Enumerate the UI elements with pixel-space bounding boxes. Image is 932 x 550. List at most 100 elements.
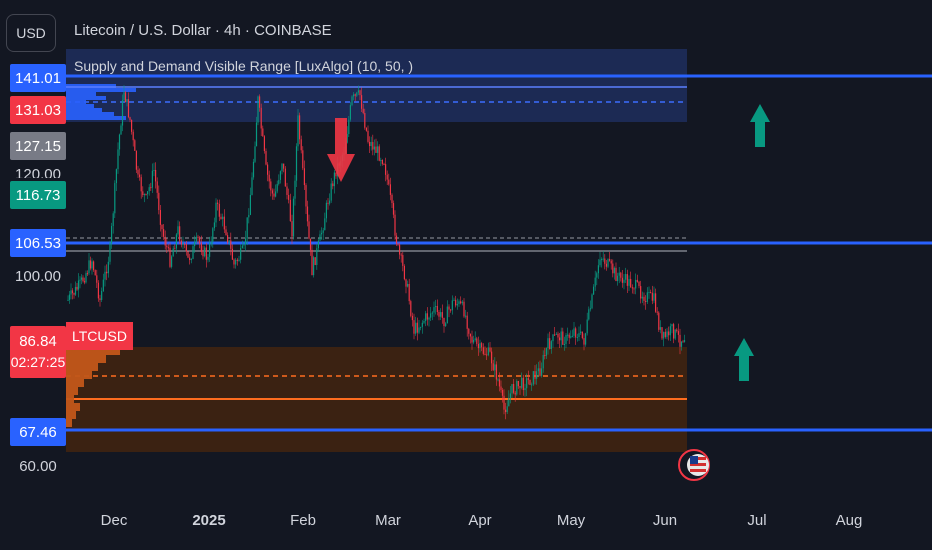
candle-body bbox=[77, 280, 80, 290]
candle-body bbox=[359, 90, 361, 96]
candle-body bbox=[623, 279, 625, 283]
candle-body bbox=[96, 275, 98, 283]
candle-body bbox=[509, 393, 511, 399]
candle-body bbox=[306, 206, 309, 222]
candle-body bbox=[80, 277, 83, 280]
candle-body bbox=[400, 254, 402, 256]
candle-body bbox=[241, 245, 243, 249]
candle-body bbox=[101, 290, 103, 300]
candle-body bbox=[111, 226, 113, 244]
candle-body bbox=[630, 278, 632, 288]
candle-body bbox=[346, 134, 348, 143]
candle-body bbox=[147, 191, 149, 195]
candle-body bbox=[329, 200, 331, 204]
candle-body bbox=[578, 333, 580, 338]
candle-body bbox=[324, 218, 326, 231]
candle-body bbox=[367, 130, 369, 142]
price-tag-141[interactable]: 141.01 bbox=[10, 64, 66, 92]
candle-body bbox=[167, 247, 169, 249]
candle-body bbox=[255, 122, 258, 147]
candle-body bbox=[91, 261, 93, 269]
price-axis-label: 60.00 bbox=[19, 458, 57, 475]
candle-body bbox=[468, 328, 470, 334]
candle-body bbox=[635, 279, 637, 289]
candle-body bbox=[180, 240, 182, 245]
candle-body bbox=[243, 244, 245, 246]
candle-body bbox=[433, 307, 435, 313]
candle-body bbox=[408, 283, 410, 302]
candle-body bbox=[542, 355, 544, 369]
price-tag-131[interactable]: 131.03 bbox=[10, 96, 66, 124]
candle-body bbox=[534, 371, 536, 379]
candle-body bbox=[421, 322, 423, 327]
candle-body bbox=[88, 260, 90, 274]
price-tag-106[interactable]: 106.53 bbox=[10, 229, 66, 257]
candle-body bbox=[283, 163, 285, 169]
candle-body bbox=[235, 259, 237, 265]
candle-body bbox=[126, 99, 128, 103]
candle-body bbox=[549, 338, 551, 350]
current-price-tag[interactable]: 86.84 02:27:25 bbox=[10, 326, 66, 378]
candle-body bbox=[252, 161, 255, 178]
candle-body bbox=[620, 272, 622, 278]
candle-body bbox=[150, 187, 152, 189]
candle-body bbox=[302, 150, 304, 169]
candle-body bbox=[405, 279, 407, 287]
candle-body bbox=[508, 398, 510, 407]
candle-body bbox=[143, 194, 145, 196]
candle-body bbox=[559, 337, 561, 341]
candle-body bbox=[262, 128, 264, 137]
candle-body bbox=[403, 265, 405, 280]
candle-body bbox=[471, 336, 473, 343]
candle-body bbox=[317, 240, 319, 249]
candle-body bbox=[171, 256, 173, 267]
candle-body bbox=[519, 386, 521, 388]
candle-body bbox=[383, 163, 385, 165]
candle-body bbox=[71, 290, 74, 294]
candle-body bbox=[202, 252, 204, 257]
price-tag-67[interactable]: 67.46 bbox=[10, 418, 66, 446]
chart-title[interactable]: Litecoin / U.S. Dollar · 4h · COINBASE bbox=[74, 22, 332, 39]
candle-body bbox=[166, 245, 168, 248]
time-axis-label: 2025 bbox=[192, 512, 226, 529]
candle-body bbox=[370, 141, 372, 147]
candle-body bbox=[197, 236, 199, 238]
indicator-legend[interactable]: Supply and Demand Visible Range [LuxAlgo… bbox=[74, 58, 414, 74]
time-axis-label: Mar bbox=[375, 512, 401, 529]
candle-body bbox=[607, 259, 609, 267]
candle-body bbox=[325, 202, 327, 219]
candle-body bbox=[389, 184, 391, 195]
candle-body bbox=[640, 286, 642, 299]
candle-body bbox=[626, 274, 628, 286]
candle-body bbox=[446, 306, 448, 324]
candle-body bbox=[268, 174, 270, 182]
candle-body bbox=[212, 228, 214, 243]
candle-body bbox=[431, 312, 433, 314]
price-tag-127[interactable]: 127.15 bbox=[10, 132, 66, 160]
time-axis-label: Feb bbox=[290, 512, 316, 529]
candle-body bbox=[585, 333, 587, 345]
candle-body bbox=[451, 300, 453, 311]
candle-body bbox=[397, 243, 399, 245]
candle-body bbox=[327, 202, 329, 204]
candle-body bbox=[491, 351, 493, 364]
candle-body bbox=[375, 146, 377, 153]
candle-body bbox=[127, 99, 130, 118]
candle-body bbox=[484, 353, 486, 355]
us-flag-icon[interactable] bbox=[678, 449, 710, 481]
candle-body bbox=[567, 334, 569, 336]
candle-body bbox=[385, 164, 387, 175]
candle-body bbox=[555, 333, 557, 335]
candle-body bbox=[207, 256, 209, 260]
currency-button[interactable]: USD bbox=[6, 14, 56, 52]
time-axis-label: May bbox=[556, 512, 586, 529]
candle-body bbox=[482, 347, 484, 354]
candle-body bbox=[172, 248, 174, 257]
candle-body bbox=[333, 172, 335, 187]
price-tag-116[interactable]: 116.73 bbox=[10, 181, 66, 209]
candle-body bbox=[271, 190, 273, 194]
candle-body bbox=[276, 183, 278, 192]
candle-body bbox=[187, 251, 189, 258]
candle-body bbox=[107, 261, 109, 274]
